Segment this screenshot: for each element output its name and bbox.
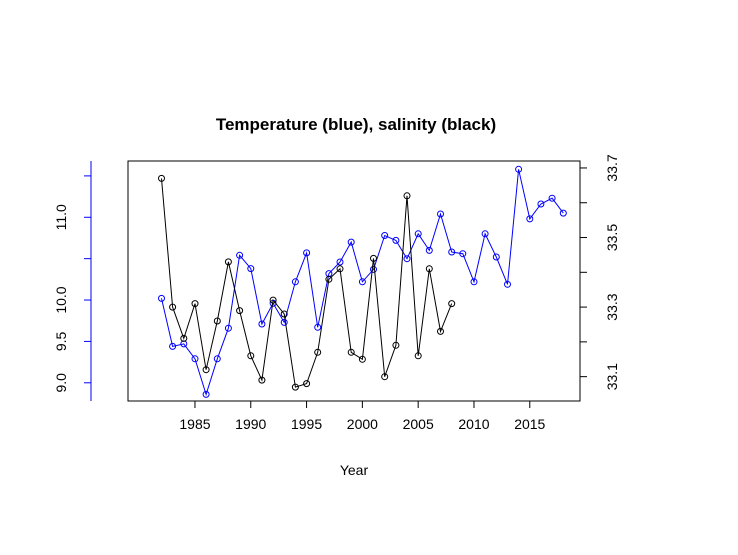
temperature-point: [314, 323, 322, 331]
temperature-axis: 9.0 9.5 10.0 11.0: [53, 161, 92, 401]
temperature-point: [202, 390, 210, 398]
x-axis-label: Year: [340, 462, 369, 478]
salinity-point: [202, 366, 210, 374]
salinity-point: [158, 174, 165, 182]
temperature-point: [481, 230, 489, 238]
temperature-point: [247, 265, 255, 273]
temperature-point: [559, 209, 567, 217]
temperature-point: [358, 278, 366, 286]
temperature-point: [437, 210, 444, 218]
salinity-point: [213, 317, 221, 325]
salinity-point: [347, 348, 355, 356]
temperature-point: [213, 355, 221, 363]
salinity-point: [269, 296, 277, 304]
salinity-point: [437, 327, 444, 335]
temperature-point: [403, 255, 411, 263]
temperature-point: [515, 165, 523, 173]
salinity-series-line: [161, 178, 453, 388]
temperature-point: [448, 248, 456, 256]
salinity-point: [169, 303, 177, 311]
temperature-tick-label: 9.0: [53, 373, 69, 393]
salinity-point: [314, 348, 322, 356]
salinity-point: [425, 265, 433, 273]
temperature-point: [537, 200, 545, 208]
temperature-series-line: [161, 169, 564, 397]
salinity-tick-label: 33.1: [604, 363, 620, 390]
salinity-tick-label: 33.5: [604, 224, 620, 251]
temperature-point: [224, 324, 232, 332]
temperature-point: [526, 215, 534, 223]
plot-area: [127, 160, 581, 402]
salinity-point: [280, 310, 288, 318]
salinity-point: [403, 192, 411, 200]
salinity-point: [325, 275, 333, 283]
temperature-point: [504, 280, 511, 288]
x-tick-label: 2000: [347, 416, 378, 432]
salinity-point: [258, 376, 266, 384]
series-layer: [158, 165, 567, 398]
salinity-point: [336, 265, 344, 273]
temperature-point: [392, 236, 400, 244]
salinity-point: [291, 383, 299, 391]
temperature-point: [492, 253, 500, 261]
temperature-point: [425, 246, 433, 254]
salinity-point: [247, 352, 255, 360]
salinity-point: [392, 341, 400, 349]
x-tick-label: 2015: [514, 416, 545, 432]
salinity-point: [381, 373, 389, 381]
x-axis: 1985 1990 1995 2000 2005 2010 2015: [179, 400, 546, 432]
temperature-point: [280, 318, 288, 326]
temperature-point: [459, 250, 467, 258]
temperature-tick-label: 11.0: [53, 204, 69, 230]
temperature-point: [336, 258, 344, 266]
salinity-point: [236, 307, 244, 315]
salinity-point: [191, 300, 199, 308]
salinity-axis: 33.1 33.3 33.5 33.7: [579, 154, 620, 390]
temperature-point: [191, 355, 199, 363]
temperature-point: [258, 320, 266, 328]
temperature-tick-label: 10.0: [53, 286, 69, 313]
temperature-point: [236, 251, 244, 259]
salinity-tick-label: 33.7: [604, 154, 620, 181]
temperature-point: [158, 294, 165, 302]
salinity-point: [414, 352, 422, 360]
temperature-point: [303, 249, 311, 257]
temperature-point: [370, 265, 377, 273]
temperature-point: [470, 278, 478, 286]
temperature-point: [347, 238, 355, 246]
chart-title: Temperature (blue), salinity (black): [216, 115, 496, 134]
temperature-point: [381, 232, 389, 239]
salinity-point: [358, 355, 366, 363]
temperature-point: [169, 342, 177, 350]
x-tick-label: 2010: [458, 416, 489, 432]
salinity-point: [180, 334, 188, 342]
salinity-point: [224, 258, 232, 266]
x-tick-label: 2005: [403, 416, 434, 432]
temperature-point: [291, 278, 299, 286]
salinity-point: [303, 380, 311, 388]
x-tick-label: 1995: [291, 416, 322, 432]
temperature-point: [414, 230, 422, 238]
temperature-point: [548, 194, 556, 202]
x-tick-label: 1990: [235, 416, 266, 432]
x-tick-label: 1985: [179, 416, 210, 432]
salinity-point: [448, 300, 456, 308]
temperature-tick-label: 9.5: [53, 331, 69, 351]
salinity-tick-label: 33.3: [604, 293, 620, 320]
salinity-point: [370, 254, 377, 262]
